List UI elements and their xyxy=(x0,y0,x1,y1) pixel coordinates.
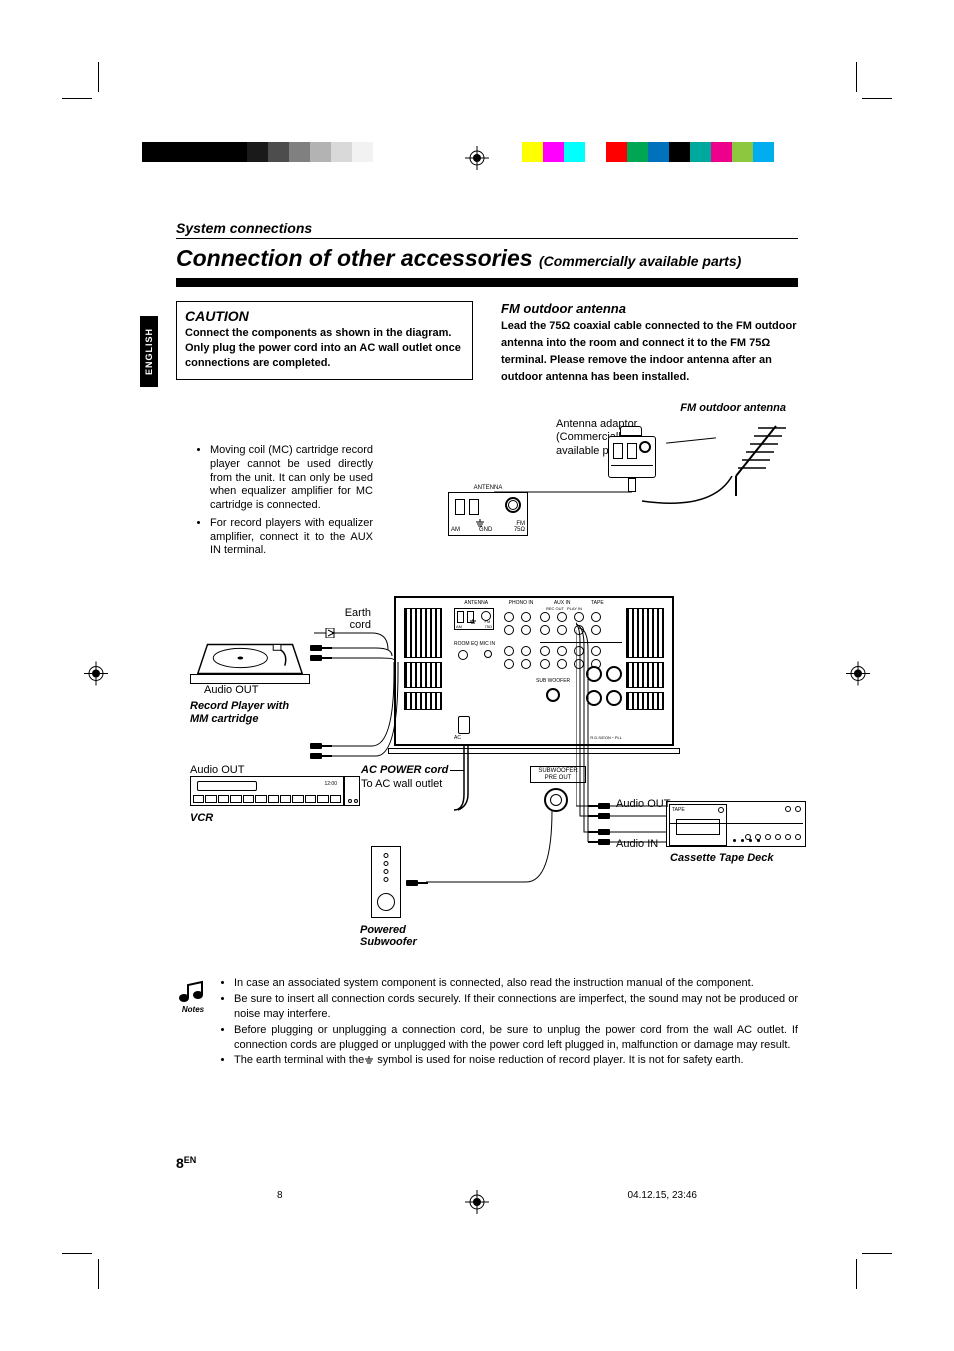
note-4: The earth terminal with the symbol is us… xyxy=(234,1053,798,1068)
page-number: 8EN xyxy=(176,1155,196,1171)
note-2: Be sure to insert all connection cords s… xyxy=(234,992,798,1022)
vcr-icon: 12:00 xyxy=(190,776,344,806)
page-title: Connection of other accessories (Commerc… xyxy=(176,245,798,272)
audio-out-label-2: Audio OUT xyxy=(190,764,244,777)
color-bar xyxy=(522,142,774,162)
language-tab: ENGLISH xyxy=(140,316,158,387)
divider xyxy=(176,238,798,239)
note-1: In case an associated system component i… xyxy=(234,976,798,991)
ac-wall-label: To AC wall outlet xyxy=(361,778,442,791)
adaptor-cap xyxy=(620,426,642,436)
title-sub: (Commercially available parts) xyxy=(539,253,741,269)
caution-heading: CAUTION xyxy=(185,308,464,324)
page-content: ENGLISH System connections Connection of… xyxy=(176,220,798,1171)
caution-box: CAUTION Connect the components as shown … xyxy=(176,301,473,380)
note-3: Before plugging or unplugging a connecti… xyxy=(234,1023,798,1053)
cassette-deck-icon: TAPE xyxy=(666,801,806,847)
outdoor-antenna-icon xyxy=(716,406,796,486)
footer-timestamp: 04.12.15, 23:46 xyxy=(627,1190,697,1201)
cassette-label: Cassette Tape Deck xyxy=(670,852,774,865)
notes-section: Notes In case an associated system compo… xyxy=(176,976,798,1069)
vcr-side xyxy=(344,776,360,806)
audio-out-label-1: Audio OUT xyxy=(204,684,258,697)
notes-list: In case an associated system component i… xyxy=(220,976,798,1069)
caution-body: Connect the components as shown in the d… xyxy=(185,326,464,371)
diagram-notes: Moving coil (MC) cartridge record player… xyxy=(198,444,373,562)
powered-subwoofer-label: Powered Subwoofer xyxy=(360,924,430,948)
ac-power-label: AC POWER cord xyxy=(361,764,448,777)
grayscale-bar xyxy=(142,142,373,162)
footer-page: 8 xyxy=(277,1190,283,1201)
turntable-base xyxy=(190,674,310,684)
section-header: System connections xyxy=(176,220,798,236)
subwoofer-icon xyxy=(371,846,401,918)
antenna-adaptor xyxy=(608,436,656,478)
intro-columns: CAUTION Connect the components as shown … xyxy=(176,301,798,386)
fm-body: Lead the 75Ω coaxial cable connected to … xyxy=(501,318,798,386)
earth-cord-label: Earthcord xyxy=(331,607,371,631)
notes-icon: Notes xyxy=(176,976,210,1069)
diagram-note-1: Moving coil (MC) cartridge record player… xyxy=(210,444,373,513)
footer-meta: 8 04.12.15, 23:46 xyxy=(277,1190,697,1201)
title-main: Connection of other accessories xyxy=(176,245,533,271)
title-bar xyxy=(176,278,798,287)
vcr-label: VCR xyxy=(190,812,213,825)
diagram-note-2: For record players with equalizer amplif… xyxy=(210,517,373,558)
registration-mark-right xyxy=(846,661,870,690)
registration-mark-top xyxy=(465,146,489,170)
registration-mark-left xyxy=(84,661,108,690)
connection-diagram: FM outdoor antenna Antenna adaptor (Comm… xyxy=(176,406,798,966)
fm-heading: FM outdoor antenna xyxy=(501,301,798,316)
record-player-label: Record Player with MM cartridge xyxy=(190,700,310,726)
